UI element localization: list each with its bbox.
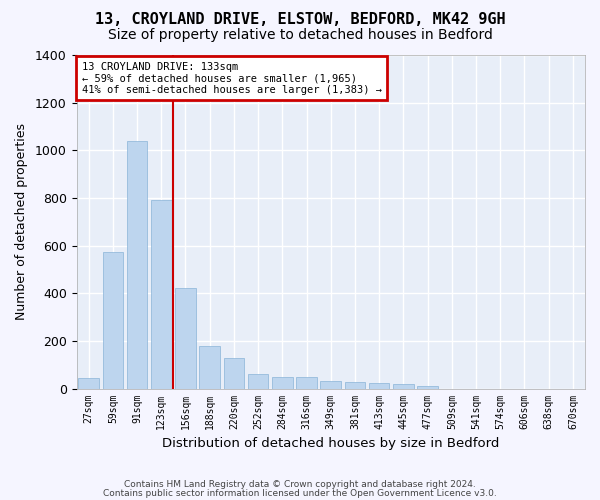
Bar [369,384,389,388]
X-axis label: Distribution of detached houses by size in Bedford: Distribution of detached houses by size … [162,437,499,450]
Bar [393,384,413,388]
Bar [296,378,317,388]
Text: 13, CROYLAND DRIVE, ELSTOW, BEDFORD, MK42 9GH: 13, CROYLAND DRIVE, ELSTOW, BEDFORD, MK4… [95,12,505,28]
Bar [272,376,293,388]
Text: Contains HM Land Registry data © Crown copyright and database right 2024.: Contains HM Land Registry data © Crown c… [124,480,476,489]
Bar [344,382,365,388]
Bar [199,346,220,389]
Bar [151,200,172,388]
Bar [320,382,341,388]
Bar [103,252,123,388]
Text: Size of property relative to detached houses in Bedford: Size of property relative to detached ho… [107,28,493,42]
Bar [248,374,268,388]
Text: Contains public sector information licensed under the Open Government Licence v3: Contains public sector information licen… [103,488,497,498]
Bar [79,378,99,388]
Y-axis label: Number of detached properties: Number of detached properties [15,124,28,320]
Bar [127,141,148,388]
Bar [224,358,244,388]
Bar [418,386,438,388]
Bar [175,288,196,388]
Text: 13 CROYLAND DRIVE: 133sqm
← 59% of detached houses are smaller (1,965)
41% of se: 13 CROYLAND DRIVE: 133sqm ← 59% of detac… [82,62,382,95]
